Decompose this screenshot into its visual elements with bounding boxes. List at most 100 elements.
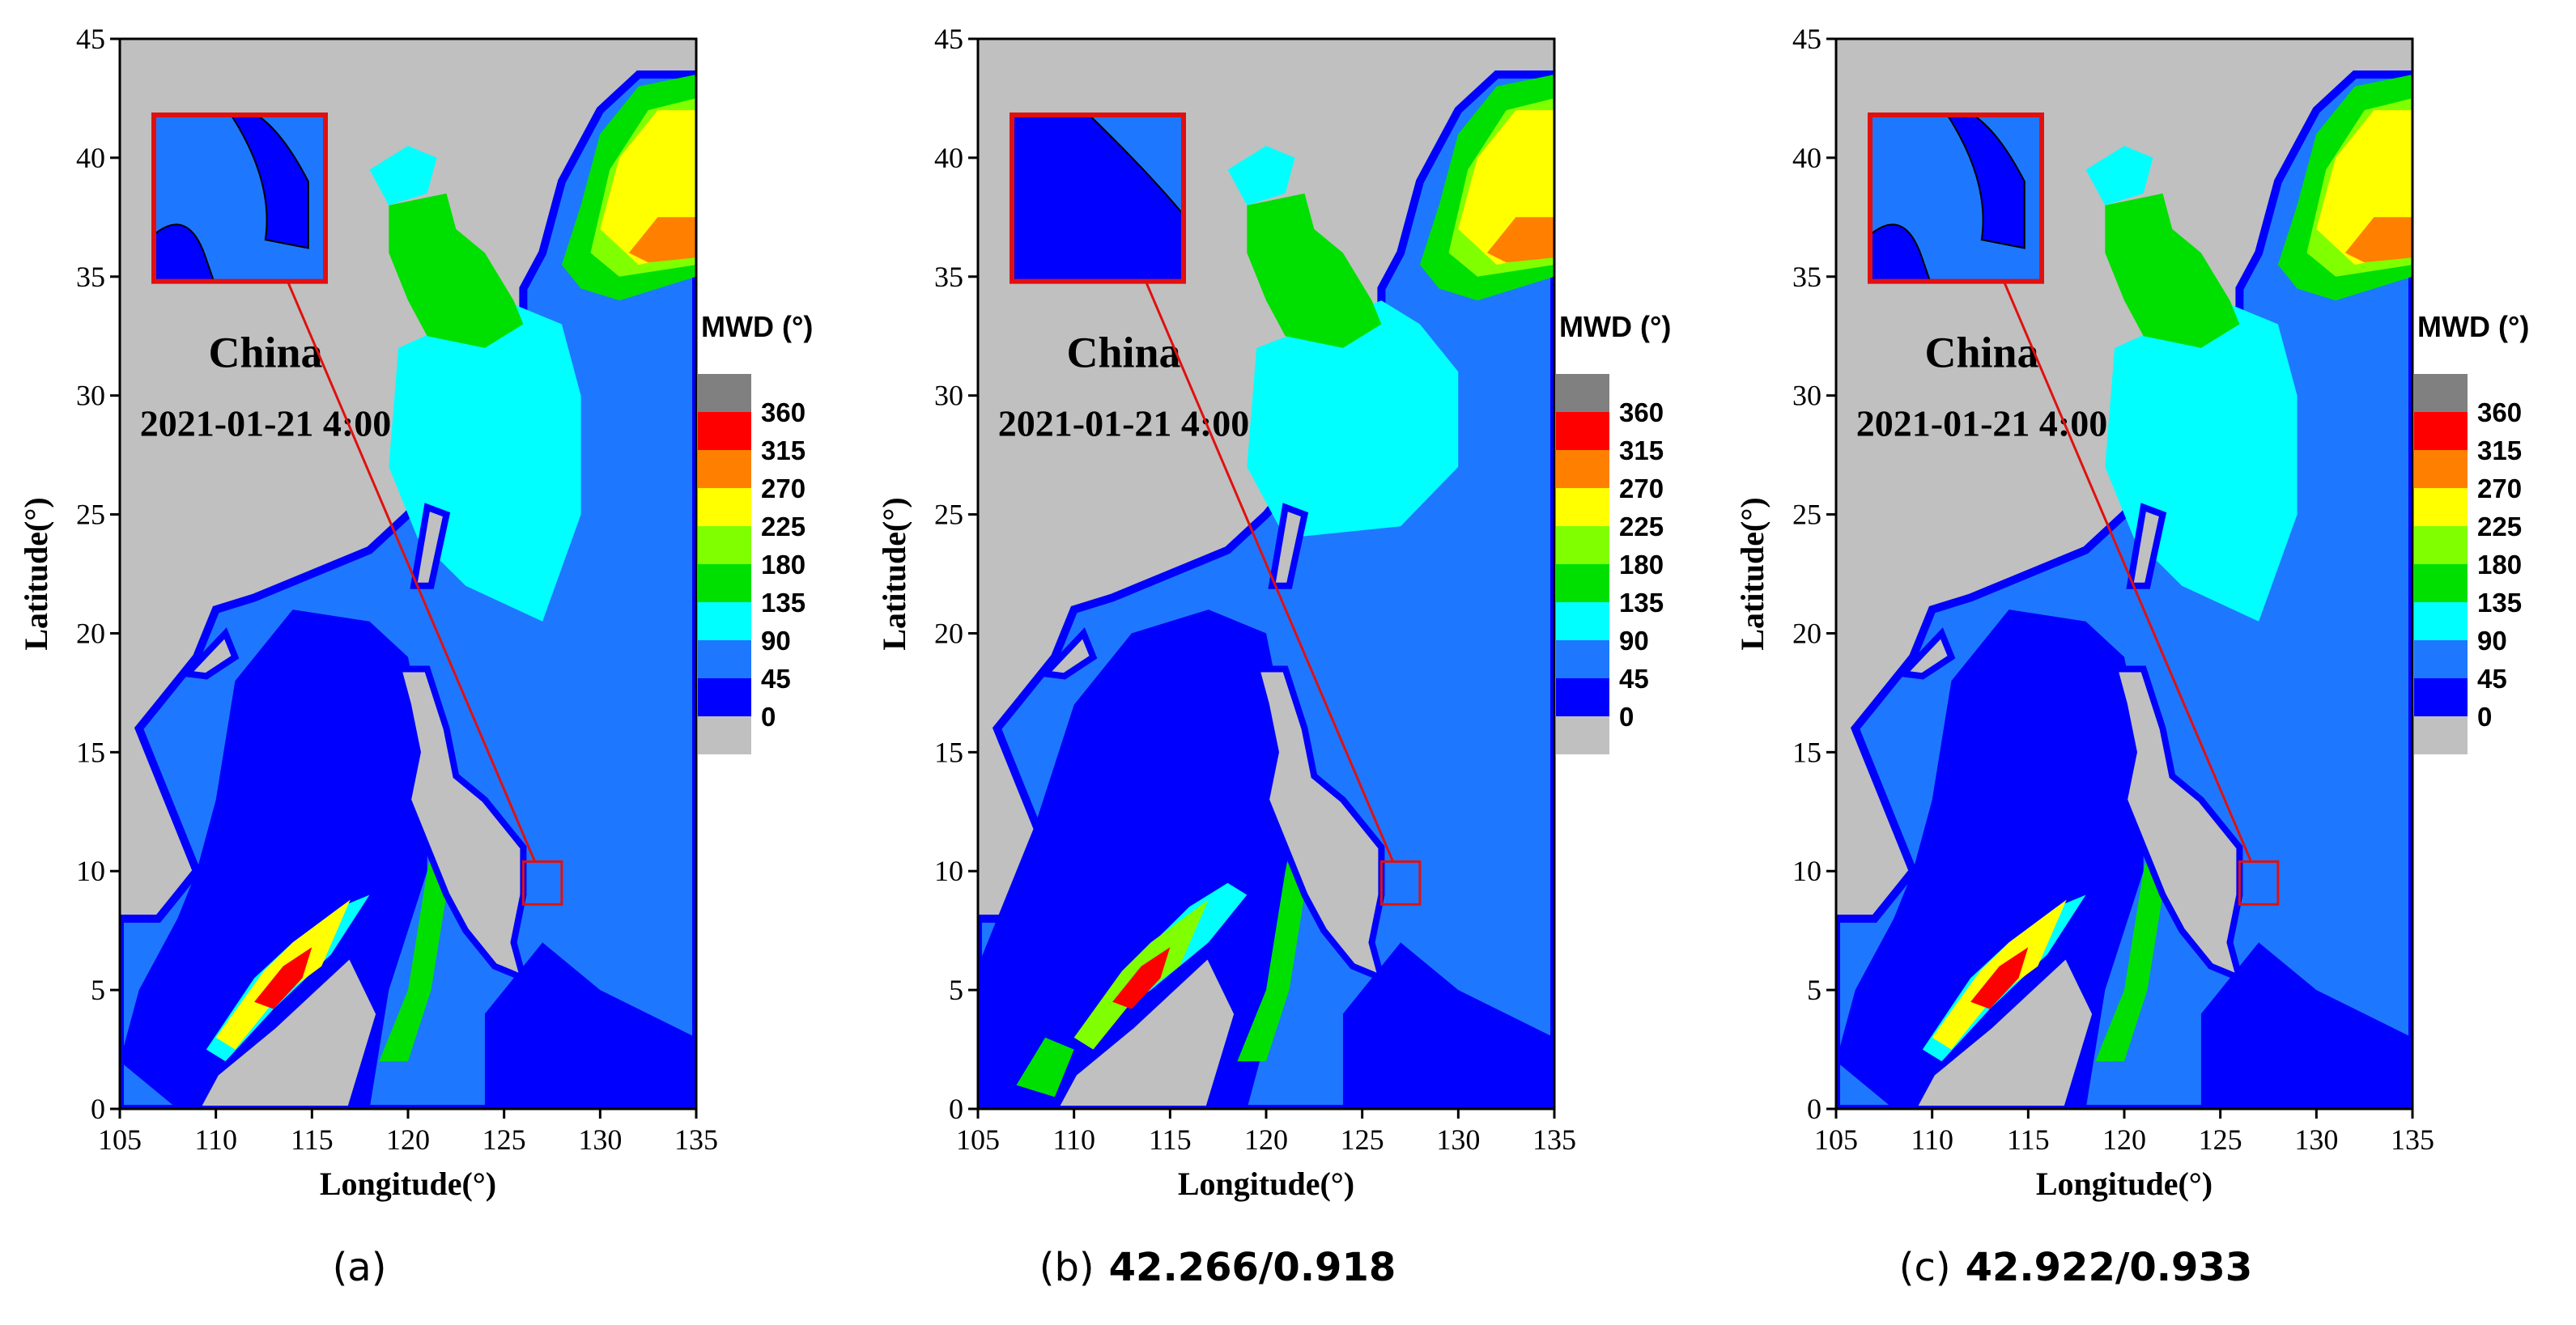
zoom-inset <box>1868 113 2044 284</box>
ridge-mwd-315-360 <box>1112 947 1171 1009</box>
inset-frame <box>1868 113 2044 284</box>
legend-label: 360 <box>761 397 806 427</box>
legend-label: 45 <box>761 664 791 694</box>
legend-label: 135 <box>761 588 806 618</box>
legend-label: 0 <box>761 702 776 732</box>
phil-mwd-135-180 <box>1237 823 1305 1062</box>
inset-deep-left <box>1869 223 1932 282</box>
x-tick-label: 115 <box>1149 1123 1192 1156</box>
inset-frame <box>1010 113 1186 284</box>
y-axis-title: Latitude(°) <box>1734 497 1770 650</box>
legend-swatch <box>698 564 751 602</box>
caption-label: (b) <box>1039 1245 1095 1290</box>
hainan-land <box>1038 627 1098 680</box>
y-tick-label: 15 <box>934 736 963 768</box>
taiwan-land <box>1268 503 1309 589</box>
y-tick-label: 30 <box>1792 380 1821 412</box>
legend-swatch <box>2414 412 2468 450</box>
legend-title: MWD (°) <box>1559 310 1671 343</box>
x-axis-title: Longitude(°) <box>1178 1166 1354 1202</box>
zoom-inset <box>1010 113 1186 284</box>
x-tick-label: 125 <box>482 1123 526 1156</box>
ridge-mwd-315-360 <box>1970 947 2029 1009</box>
y-tick-label: 25 <box>934 499 963 531</box>
mwd-legend: MWD (°) 360 315 270 225 180 135 90 45 0 <box>1556 310 1671 754</box>
map-title: China <box>1066 328 1180 376</box>
zoom-connector-line <box>286 281 537 863</box>
y-tick-label: 15 <box>1792 736 1821 768</box>
x-tick-label: 105 <box>956 1123 1000 1156</box>
borneo-land <box>1909 949 2099 1109</box>
legend-swatch <box>2414 716 2468 754</box>
legend-swatch <box>2414 374 2468 412</box>
legend-swatch <box>1556 564 1609 602</box>
zoom-region-box <box>521 860 563 906</box>
map-plot-area <box>978 39 1554 1109</box>
caption-label: (a) <box>333 1245 387 1290</box>
legend-label: 90 <box>1619 626 1649 656</box>
pacific-mwd-0-45 <box>2200 942 2412 1109</box>
legend-swatch <box>698 602 751 640</box>
legend-label: 0 <box>1619 702 1634 732</box>
legend-swatch <box>1556 526 1609 564</box>
x-tick-label: 135 <box>2391 1123 2434 1156</box>
y-tick-label: 40 <box>1792 142 1821 174</box>
x-tick-label: 120 <box>1244 1123 1288 1156</box>
y-tick-label: 20 <box>934 617 963 649</box>
x-axis-title: Longitude(°) <box>320 1166 496 1202</box>
legend-swatch <box>1556 602 1609 640</box>
y-tick-label: 0 <box>949 1093 963 1125</box>
legend-label: 270 <box>1619 474 1664 503</box>
legend-swatch <box>1556 412 1609 450</box>
legend-label: 180 <box>2477 550 2522 580</box>
legend-label: 45 <box>1619 664 1649 694</box>
legend-swatch <box>2414 450 2468 488</box>
legend-swatch <box>698 488 751 526</box>
legend-label: 225 <box>761 512 806 541</box>
legend-label: 270 <box>2477 474 2522 503</box>
map-panel-a: 105 110 115 120 125 130 135 0 5 10 15 20 25 30 35 40 45 L… <box>18 23 813 1290</box>
map-panel-c: 105 110 115 120 125 130 135 0 5 10 15 20 25 30 35 40 45 L… <box>1734 23 2529 1290</box>
ridge-mwd-315-360 <box>254 947 312 1009</box>
legend-swatch <box>698 450 751 488</box>
hainan-land <box>1896 627 1956 680</box>
nw-borneo-mwd-135-180 <box>1016 1037 1074 1098</box>
y-tick-label: 45 <box>76 23 105 55</box>
yellow-sea-mwd-135-180 <box>2105 193 2240 348</box>
x-tick-label: 110 <box>194 1123 237 1156</box>
panel-caption: (c) 42.922/0.933 <box>1899 1245 2252 1290</box>
legend-swatch <box>698 374 751 412</box>
y-tick-label: 10 <box>1792 855 1821 887</box>
y-tick-label: 0 <box>1807 1093 1821 1125</box>
map-title: China <box>208 328 322 376</box>
legend-swatch <box>2414 526 2468 564</box>
legend-swatch <box>698 526 751 564</box>
y-tick-label: 0 <box>91 1093 105 1125</box>
y-tick-label: 10 <box>76 855 105 887</box>
y-tick-label: 35 <box>1792 261 1821 293</box>
y-tick-label: 25 <box>76 499 105 531</box>
legend-label: 135 <box>2477 588 2522 618</box>
x-tick-label: 110 <box>1052 1123 1095 1156</box>
legend-swatch <box>698 412 751 450</box>
y-tick-label: 25 <box>1792 499 1821 531</box>
legend-swatch <box>2414 678 2468 716</box>
caption-label: (c) <box>1899 1245 1951 1290</box>
y-tick-label: 20 <box>1792 617 1821 649</box>
x-tick-label: 130 <box>1436 1123 1480 1156</box>
legend-label: 315 <box>2477 435 2522 465</box>
x-tick-label: 110 <box>1911 1123 1953 1156</box>
legend-label: 315 <box>761 435 806 465</box>
y-axis-title: Latitude(°) <box>18 497 54 650</box>
inset-deep-right <box>229 114 309 249</box>
legend-label: 90 <box>761 626 791 656</box>
legend-swatch <box>698 640 751 678</box>
legend-label: 180 <box>761 550 806 580</box>
legend-swatch <box>1556 488 1609 526</box>
pacific-mwd-0-45 <box>1342 942 1554 1109</box>
legend-swatch <box>2414 602 2468 640</box>
legend-title: MWD (°) <box>2417 310 2529 343</box>
legend-swatch <box>2414 564 2468 602</box>
legend-label: 270 <box>761 474 806 503</box>
